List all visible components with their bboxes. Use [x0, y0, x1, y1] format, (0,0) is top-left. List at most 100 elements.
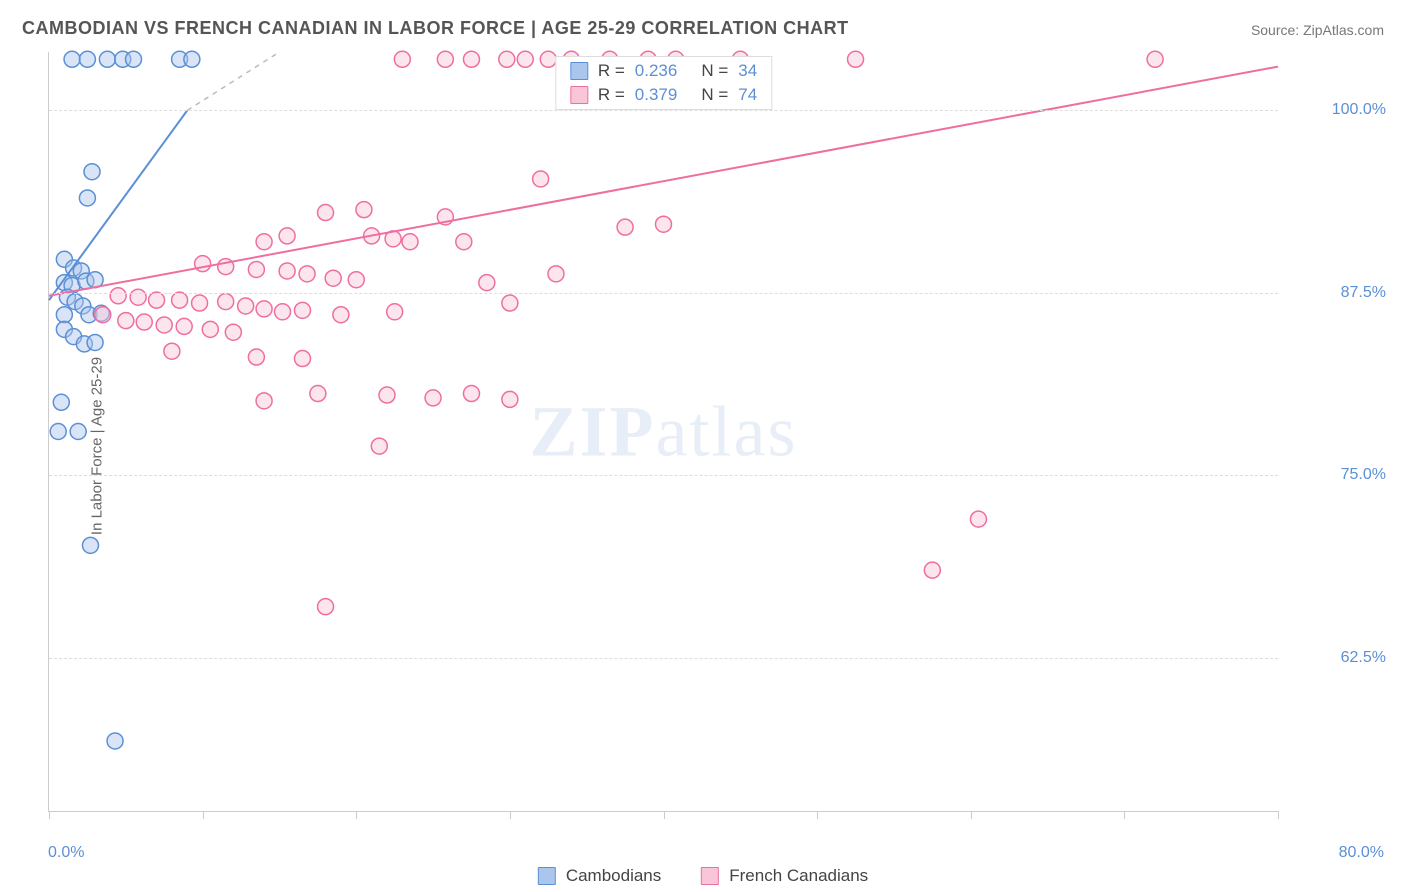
gridline-h — [49, 475, 1278, 476]
data-point — [656, 216, 672, 232]
plot-area: ZIPatlas R =0.236N =34R =0.379N =74 62.5… — [48, 52, 1278, 812]
x-tick — [356, 811, 357, 819]
data-point — [371, 438, 387, 454]
legend-r-value: 0.236 — [635, 61, 678, 81]
x-tick — [664, 811, 665, 819]
data-point — [318, 599, 334, 615]
correlation-legend-row: R =0.379N =74 — [556, 83, 771, 107]
data-point — [294, 351, 310, 367]
data-point — [238, 298, 254, 314]
data-point — [87, 334, 103, 350]
series-legend-label: French Canadians — [729, 866, 868, 886]
data-point — [348, 272, 364, 288]
data-point — [192, 295, 208, 311]
data-point — [256, 301, 272, 317]
data-point — [172, 292, 188, 308]
data-point — [84, 164, 100, 180]
gridline-h — [49, 293, 1278, 294]
data-point — [437, 51, 453, 67]
legend-n-value: 74 — [738, 85, 757, 105]
series-legend: Cambodians French Canadians — [538, 866, 868, 886]
legend-swatch — [701, 867, 719, 885]
x-tick — [1278, 811, 1279, 819]
data-point — [107, 733, 123, 749]
data-point — [164, 343, 180, 359]
legend-r-label: R = — [598, 61, 625, 81]
y-tick-label: 75.0% — [1341, 466, 1386, 484]
x-min-label: 0.0% — [48, 844, 84, 862]
data-point — [70, 424, 86, 440]
gridline-h — [49, 658, 1278, 659]
data-point — [502, 391, 518, 407]
legend-swatch — [570, 86, 588, 104]
data-point — [379, 387, 395, 403]
trend-line — [49, 110, 187, 300]
data-point — [95, 307, 111, 323]
trend-line-dashed — [187, 52, 279, 110]
plot-svg — [49, 52, 1278, 811]
data-point — [533, 171, 549, 187]
data-point — [195, 256, 211, 272]
data-point — [970, 511, 986, 527]
data-point — [548, 266, 564, 282]
legend-n-label: N = — [701, 61, 728, 81]
data-point — [499, 51, 515, 67]
data-point — [248, 261, 264, 277]
legend-n-value: 34 — [738, 61, 757, 81]
data-point — [279, 228, 295, 244]
data-point — [56, 307, 72, 323]
data-point — [156, 317, 172, 333]
data-point — [110, 288, 126, 304]
data-point — [333, 307, 349, 323]
data-point — [79, 190, 95, 206]
legend-r-value: 0.379 — [635, 85, 678, 105]
data-point — [924, 562, 940, 578]
series-legend-item: Cambodians — [538, 866, 661, 886]
x-tick — [817, 811, 818, 819]
data-point — [225, 324, 241, 340]
x-tick — [49, 811, 50, 819]
data-point — [176, 318, 192, 334]
x-max-label: 80.0% — [1339, 844, 1384, 862]
data-point — [118, 313, 134, 329]
chart-title: CAMBODIAN VS FRENCH CANADIAN IN LABOR FO… — [22, 18, 849, 39]
data-point — [202, 321, 218, 337]
data-point — [53, 394, 69, 410]
data-point — [184, 51, 200, 67]
data-point — [617, 219, 633, 235]
data-point — [387, 304, 403, 320]
series-legend-item: French Canadians — [701, 866, 868, 886]
y-tick-label: 62.5% — [1341, 649, 1386, 667]
x-tick — [510, 811, 511, 819]
data-point — [456, 234, 472, 250]
data-point — [463, 386, 479, 402]
y-tick-label: 87.5% — [1341, 284, 1386, 302]
legend-swatch — [538, 867, 556, 885]
data-point — [299, 266, 315, 282]
data-point — [479, 275, 495, 291]
data-point — [325, 270, 341, 286]
data-point — [1147, 51, 1163, 67]
data-point — [149, 292, 165, 308]
data-point — [218, 294, 234, 310]
data-point — [425, 390, 441, 406]
data-point — [502, 295, 518, 311]
data-point — [79, 51, 95, 67]
data-point — [256, 393, 272, 409]
legend-swatch — [570, 62, 588, 80]
gridline-h — [49, 110, 1278, 111]
data-point — [402, 234, 418, 250]
series-legend-label: Cambodians — [566, 866, 661, 886]
legend-n-label: N = — [701, 85, 728, 105]
y-tick-label: 100.0% — [1332, 101, 1386, 119]
data-point — [294, 302, 310, 318]
data-point — [463, 51, 479, 67]
data-point — [248, 349, 264, 365]
data-point — [130, 289, 146, 305]
chart-container: CAMBODIAN VS FRENCH CANADIAN IN LABOR FO… — [0, 0, 1406, 892]
source-label: Source: ZipAtlas.com — [1251, 22, 1384, 38]
data-point — [356, 202, 372, 218]
data-point — [99, 51, 115, 67]
data-point — [517, 51, 533, 67]
data-point — [125, 51, 141, 67]
